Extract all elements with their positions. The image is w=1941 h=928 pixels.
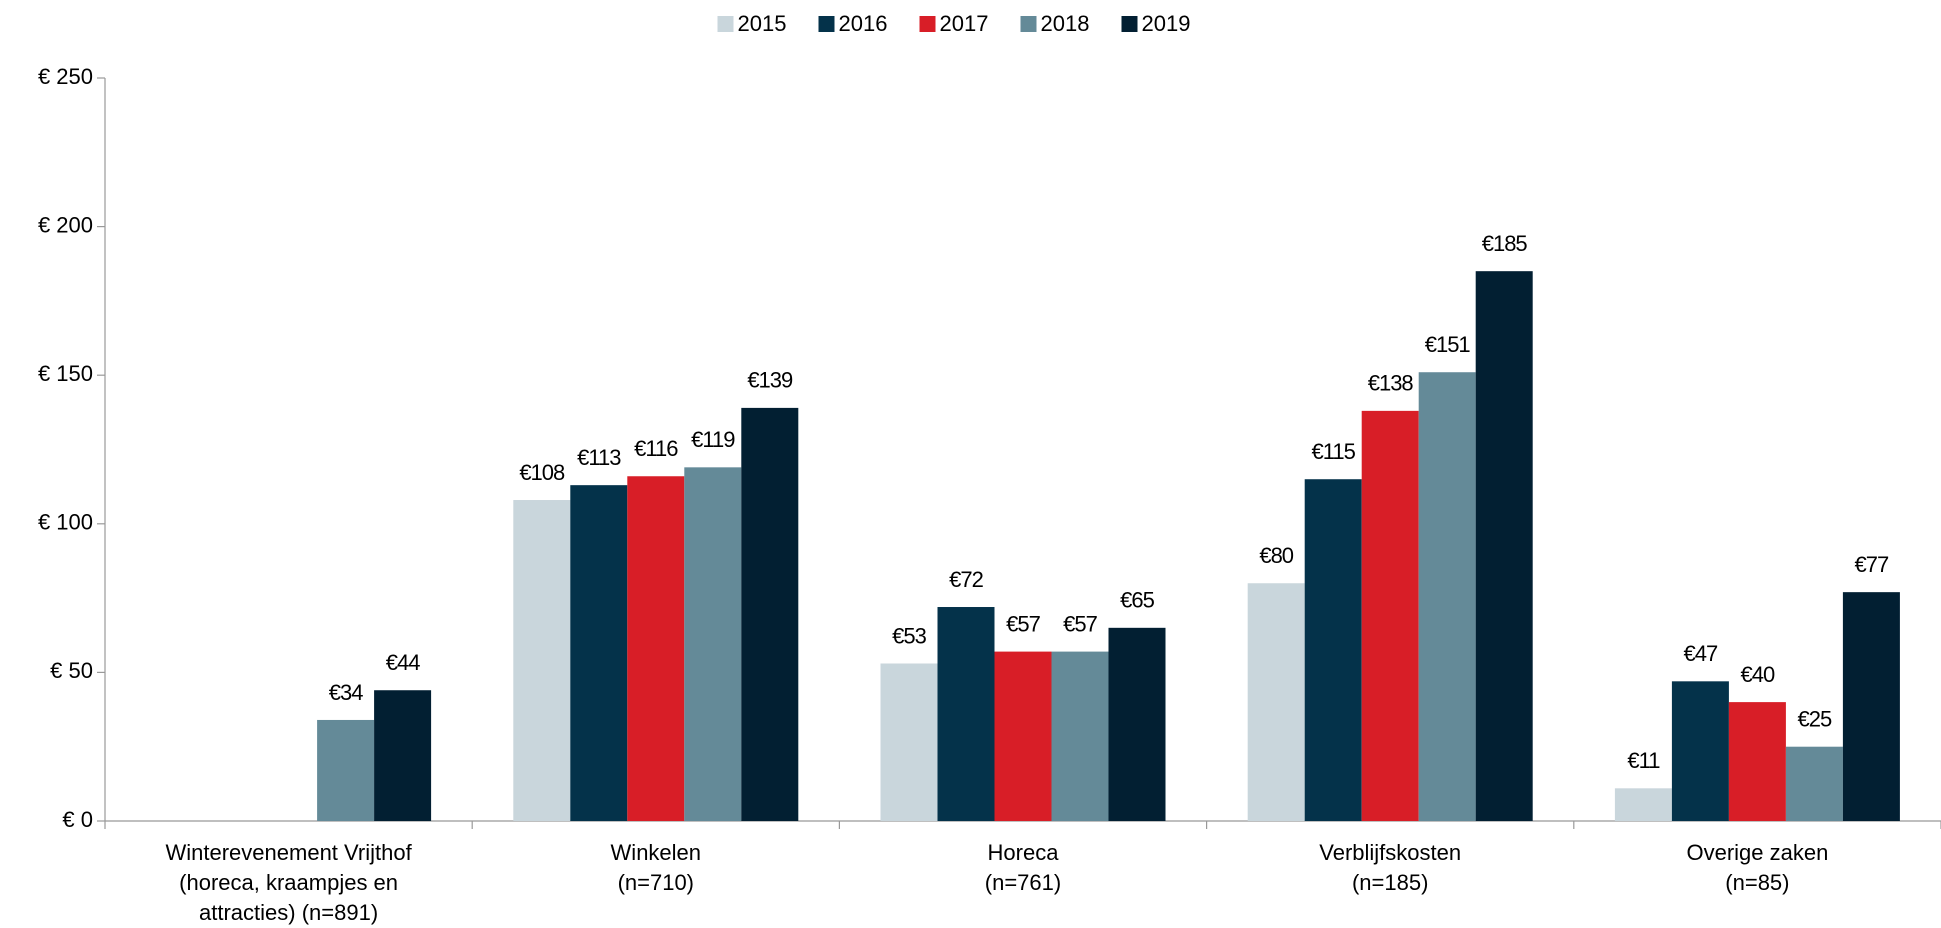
bar (684, 467, 742, 821)
bar (317, 719, 375, 821)
x-tick-label: Winkelen (611, 840, 701, 865)
legend-label: 2018 (1041, 11, 1090, 36)
bar (1614, 788, 1672, 821)
x-tick-label: Overige zaken (1686, 840, 1828, 865)
data-label: €138 (1368, 371, 1414, 396)
legend-swatch (717, 16, 734, 32)
x-tick-label: (n=710) (618, 870, 694, 895)
bar (1247, 583, 1305, 821)
data-label: €119 (691, 427, 735, 452)
bar (374, 690, 432, 821)
data-label: €139 (747, 368, 793, 393)
bar (994, 651, 1052, 821)
bar (1842, 592, 1900, 821)
data-label: €57 (1006, 611, 1040, 636)
x-tick-label: Horeca (988, 840, 1060, 865)
bar (1785, 746, 1843, 821)
x-tick-label: Verblijfskosten (1319, 840, 1461, 865)
x-tick-label: (horeca, kraampjes en (179, 870, 398, 895)
bar (880, 663, 938, 821)
bar (1475, 271, 1533, 821)
y-tick-label: € 50 (50, 658, 93, 683)
y-tick-label: € 150 (38, 361, 93, 386)
bar (1728, 702, 1786, 821)
data-label: €116 (634, 436, 678, 461)
data-label: €65 (1120, 588, 1154, 613)
data-label: €151 (1425, 332, 1471, 357)
x-tick-label: (n=761) (985, 870, 1061, 895)
legend-swatch (818, 16, 835, 32)
y-tick-label: € 100 (38, 510, 93, 535)
legend-label: 2015 (738, 11, 787, 36)
data-label: €47 (1684, 641, 1718, 666)
legend-swatch (919, 16, 936, 32)
legend-label: 2016 (839, 11, 888, 36)
bar (741, 407, 799, 821)
data-label: €53 (892, 623, 926, 648)
x-tick-label: attracties) (n=891) (199, 900, 378, 925)
y-tick-label: € 250 (38, 64, 93, 89)
bar (937, 607, 995, 821)
legend-swatch (1121, 16, 1138, 32)
data-label: €34 (329, 680, 363, 705)
bar (627, 476, 685, 821)
data-label: €80 (1259, 543, 1293, 568)
data-label: €40 (1741, 662, 1775, 687)
bar (1051, 651, 1109, 821)
bar (1671, 681, 1729, 821)
data-label: €113 (577, 445, 621, 470)
x-tick-label: Winterevenement Vrijthof (166, 840, 413, 865)
data-label: €57 (1063, 611, 1097, 636)
legend-label: 2017 (940, 11, 989, 36)
bar (1108, 627, 1166, 821)
data-label: €25 (1798, 707, 1832, 732)
bar (513, 500, 571, 821)
y-tick-label: € 200 (38, 212, 93, 237)
data-label: €108 (519, 460, 565, 485)
bar (1418, 372, 1476, 821)
x-tick-label: (n=185) (1352, 870, 1428, 895)
legend-swatch (1020, 16, 1037, 32)
data-label: €77 (1855, 552, 1889, 577)
data-label: €185 (1482, 231, 1528, 256)
data-label: €115 (1312, 439, 1356, 464)
bar (570, 485, 628, 821)
legend-label: 2019 (1142, 11, 1191, 36)
data-label: €44 (386, 650, 420, 675)
bar (1361, 410, 1419, 821)
data-label: €72 (949, 567, 983, 592)
data-label: €11 (1627, 748, 1660, 773)
y-tick-label: € 0 (62, 807, 93, 832)
x-tick-label: (n=85) (1725, 870, 1789, 895)
bar (1304, 479, 1362, 821)
